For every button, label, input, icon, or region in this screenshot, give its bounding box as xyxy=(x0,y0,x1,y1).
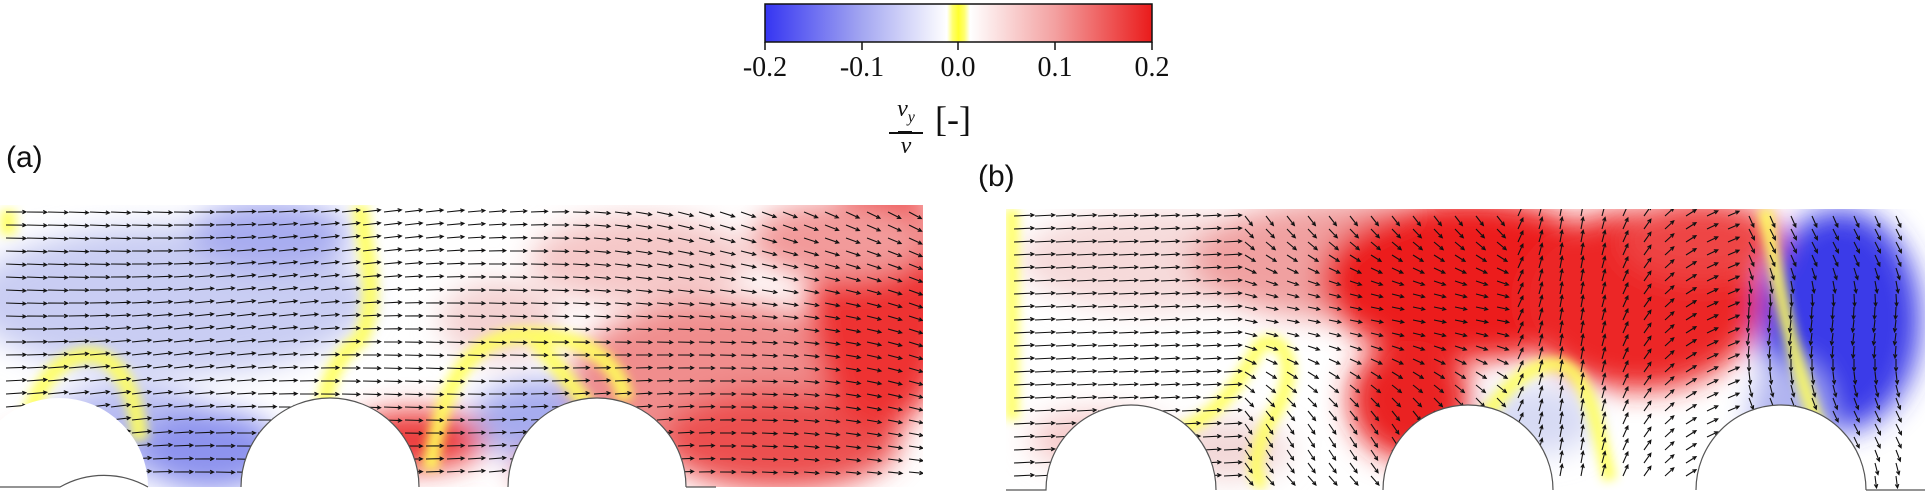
panel-b-field xyxy=(1006,209,1925,490)
panel-b-label: (b) xyxy=(978,160,1015,193)
denominator: v xyxy=(900,132,912,159)
colorbar-tick-label: -0.2 xyxy=(742,52,788,83)
colorbar-tick-label: 0.2 xyxy=(1134,52,1170,83)
panel-b-wall xyxy=(1006,404,1925,491)
colorbar-gradient xyxy=(764,3,1153,43)
colorbar xyxy=(764,3,1153,50)
numerator-subscript: y xyxy=(907,108,915,126)
colorbar-title: vy v [-] xyxy=(885,96,1025,158)
colorbar-tick-label: -0.1 xyxy=(839,52,885,83)
panel-a-field xyxy=(0,205,923,487)
numerator: v xyxy=(897,96,908,122)
velocity-vectors xyxy=(1013,209,1902,490)
colorbar-tick-label: 0.0 xyxy=(940,52,976,83)
colorbar-unit: [-] xyxy=(935,99,971,139)
panel-a-label: (a) xyxy=(6,141,43,174)
panel-a-wall xyxy=(0,397,716,488)
colorbar-tick-label: 0.1 xyxy=(1037,52,1073,83)
velocity-ratio: vy v xyxy=(885,96,927,158)
